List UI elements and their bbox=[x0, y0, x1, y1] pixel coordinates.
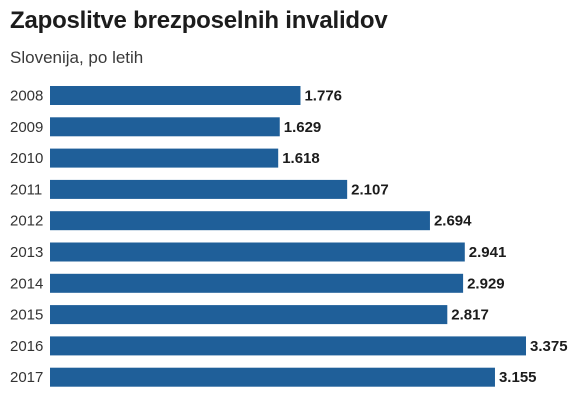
value-label: 1.618 bbox=[282, 150, 320, 167]
category-label: 2010 bbox=[10, 150, 43, 167]
value-label: 3.155 bbox=[499, 369, 537, 386]
category-label: 2011 bbox=[10, 181, 42, 198]
category-label: 2008 bbox=[10, 88, 43, 105]
value-label: 1.776 bbox=[304, 88, 342, 105]
value-label: 2.817 bbox=[451, 307, 489, 324]
value-label: 2.107 bbox=[351, 181, 389, 198]
bar bbox=[50, 211, 430, 231]
value-label: 3.375 bbox=[530, 338, 568, 355]
category-label: 2009 bbox=[10, 119, 43, 136]
category-label: 2015 bbox=[10, 307, 43, 324]
bar bbox=[50, 367, 495, 387]
bar bbox=[50, 117, 280, 137]
value-label: 2.941 bbox=[469, 244, 507, 261]
chart-title: Zaposlitve brezposelnih invalidov bbox=[10, 7, 388, 34]
category-label: 2013 bbox=[10, 244, 43, 261]
value-label: 2.694 bbox=[434, 213, 472, 230]
bar bbox=[50, 305, 448, 325]
bar bbox=[50, 273, 464, 293]
bar bbox=[50, 148, 279, 168]
bar bbox=[50, 242, 465, 262]
bar bbox=[50, 336, 526, 356]
bar bbox=[50, 179, 348, 199]
value-label: 2.929 bbox=[467, 275, 505, 292]
category-label: 2017 bbox=[10, 369, 43, 386]
category-label: 2012 bbox=[10, 213, 43, 230]
category-label: 2014 bbox=[10, 275, 43, 292]
chart-subtitle: Slovenija, po letih bbox=[10, 48, 144, 67]
value-label: 1.629 bbox=[284, 119, 322, 136]
category-label: 2016 bbox=[10, 338, 43, 355]
bar bbox=[50, 86, 301, 105]
